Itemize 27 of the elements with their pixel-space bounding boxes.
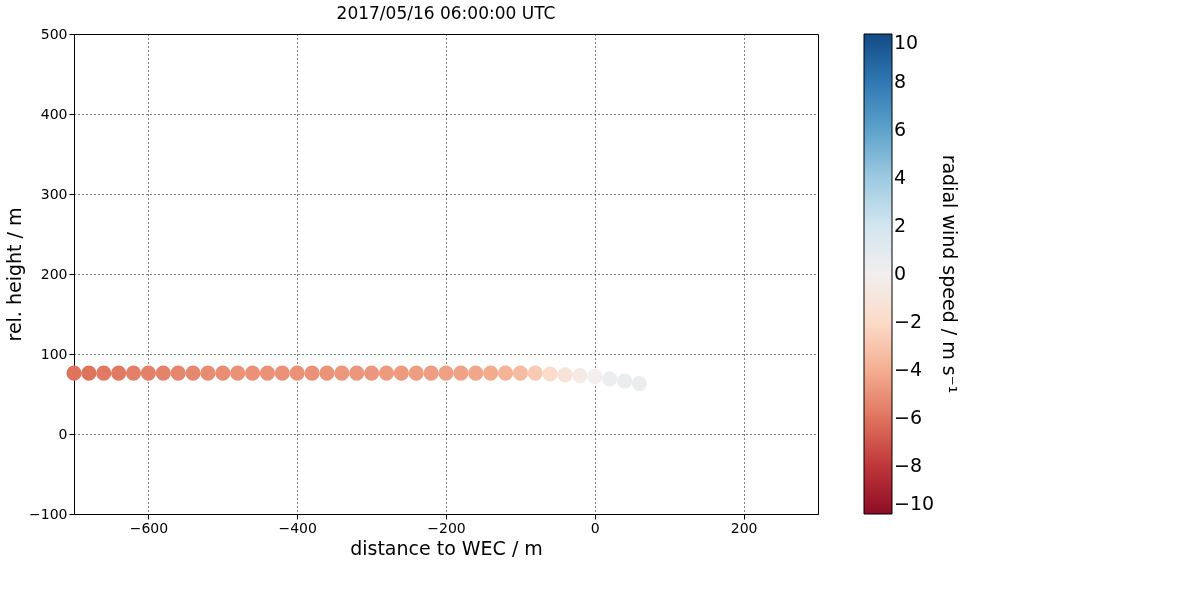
x-tick-label: 0 (590, 519, 600, 536)
color-bar-label: −8 (894, 454, 923, 476)
y-tick-label: 0 (58, 425, 68, 442)
color-bar-label: −2 (894, 310, 923, 332)
y-tick-label: 400 (40, 105, 68, 122)
color-bar-label: 8 (894, 70, 907, 92)
y-tick-label: −100 (29, 505, 68, 522)
y-tick-label: 300 (40, 185, 68, 202)
color-bar-label: 10 (894, 31, 919, 53)
x-tick-label: −200 (427, 519, 466, 536)
color-bar-label: 0 (894, 262, 907, 284)
color-bar-label: −10 (894, 492, 935, 514)
color-bar-label: 6 (894, 118, 907, 140)
color-bar-label: 4 (894, 166, 907, 188)
x-axis-title: distance to WEC / m (350, 536, 543, 559)
color-bar-label: −4 (894, 358, 923, 380)
y-tick-label: 200 (40, 265, 68, 282)
x-tick-label: 200 (730, 519, 758, 536)
color-bar-label: −6 (894, 406, 923, 428)
x-tick-label: −400 (278, 519, 317, 536)
color-bar-title: radial wind speed / m s⁻¹ (939, 154, 961, 394)
y-tick-label: 500 (40, 25, 68, 42)
color-bar-label: 2 (894, 214, 907, 236)
chart-title: 2017/05/16 06:00:00 UTC (336, 3, 556, 23)
y-axis-title: rel. height / m (3, 207, 26, 342)
y-tick-label: 100 (40, 345, 68, 362)
x-tick-label: −600 (129, 519, 169, 536)
